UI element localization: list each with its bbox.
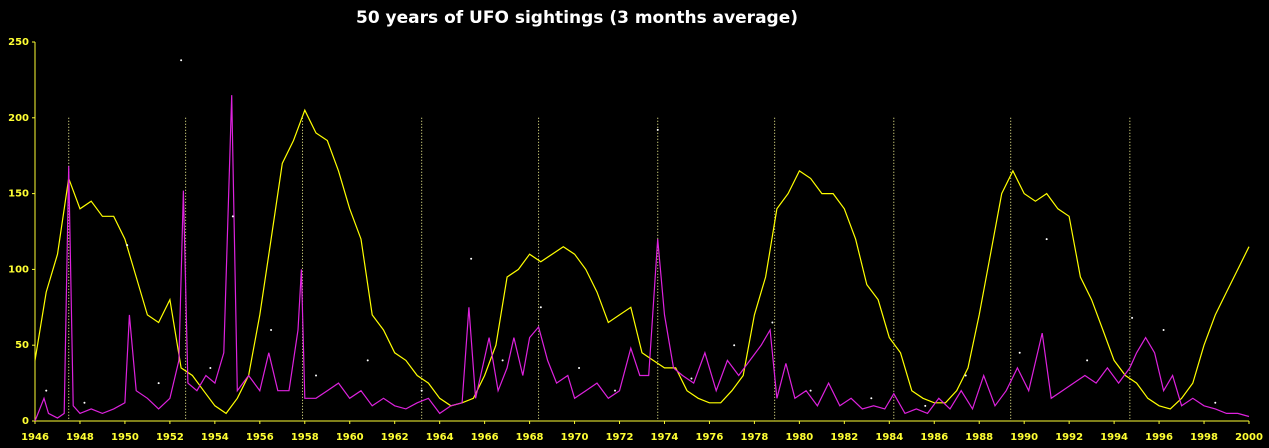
x-tick-label: 1956 bbox=[246, 432, 274, 443]
data-point bbox=[83, 401, 86, 404]
series-line bbox=[34, 108, 1250, 415]
data-point bbox=[366, 359, 369, 362]
x-tick-label: 1992 bbox=[1055, 432, 1083, 443]
data-point bbox=[539, 306, 542, 309]
x-tick-label: 1972 bbox=[606, 432, 634, 443]
x-tick-label: 1960 bbox=[336, 432, 364, 443]
x-tick-label: 1948 bbox=[66, 432, 94, 443]
x-tick-label: 1980 bbox=[785, 432, 813, 443]
data-point bbox=[656, 128, 659, 131]
data-point bbox=[964, 374, 967, 377]
data-point bbox=[180, 59, 183, 62]
x-tick-label: 1968 bbox=[516, 432, 544, 443]
x-tick-label: 1984 bbox=[875, 432, 903, 443]
data-point bbox=[315, 374, 318, 377]
data-point bbox=[470, 257, 473, 260]
x-tick-label: 1970 bbox=[561, 432, 589, 443]
x-tick-label: 1958 bbox=[291, 432, 319, 443]
x-tick-label: 1966 bbox=[471, 432, 499, 443]
x-tick-label: 1974 bbox=[651, 432, 679, 443]
data-point bbox=[1045, 238, 1048, 241]
x-tick-label: 2000 bbox=[1235, 432, 1263, 443]
data-point bbox=[1214, 401, 1217, 404]
x-tick-label: 1986 bbox=[920, 432, 948, 443]
data-point bbox=[209, 366, 212, 369]
data-point bbox=[614, 389, 617, 392]
data-point bbox=[870, 397, 873, 400]
data-point bbox=[501, 359, 504, 362]
data-point bbox=[809, 389, 812, 392]
data-point bbox=[231, 215, 234, 218]
data-point bbox=[690, 377, 693, 380]
y-tick-label: 250 bbox=[8, 37, 29, 48]
x-tick-label: 1962 bbox=[381, 432, 409, 443]
y-tick-label: 100 bbox=[8, 264, 29, 275]
data-point bbox=[126, 244, 129, 247]
data-point bbox=[578, 366, 581, 369]
data-point bbox=[45, 389, 48, 392]
data-point bbox=[771, 321, 774, 324]
x-tick-label: 1950 bbox=[111, 432, 139, 443]
data-point bbox=[157, 382, 160, 385]
x-tick-label: 1988 bbox=[965, 432, 993, 443]
data-point bbox=[270, 329, 273, 332]
data-point bbox=[420, 389, 423, 392]
x-tick-label: 1964 bbox=[426, 432, 454, 443]
x-tick-label: 1976 bbox=[696, 432, 724, 443]
x-tick-label: 1990 bbox=[1010, 432, 1038, 443]
x-tick-label: 1978 bbox=[740, 432, 768, 443]
y-tick-label: 0 bbox=[22, 416, 29, 427]
y-tick-label: 200 bbox=[8, 113, 29, 124]
y-tick-label: 50 bbox=[15, 340, 29, 351]
x-tick-label: 1994 bbox=[1100, 432, 1128, 443]
x-tick-label: 1954 bbox=[201, 432, 229, 443]
x-tick-label: 1952 bbox=[156, 432, 184, 443]
data-point bbox=[1018, 351, 1021, 354]
series-line bbox=[34, 95, 1250, 422]
chart-title: 50 years of UFO sightings (3 months aver… bbox=[356, 8, 798, 28]
y-tick-label: 150 bbox=[8, 189, 29, 200]
x-tick-label: 1996 bbox=[1145, 432, 1173, 443]
data-point bbox=[924, 404, 927, 407]
x-tick-label: 1946 bbox=[21, 432, 49, 443]
data-point bbox=[1162, 329, 1165, 332]
x-tick-label: 1982 bbox=[830, 432, 858, 443]
data-point bbox=[1131, 316, 1134, 319]
x-tick-label: 1998 bbox=[1190, 432, 1218, 443]
data-point bbox=[1086, 359, 1089, 362]
data-point bbox=[733, 344, 736, 347]
